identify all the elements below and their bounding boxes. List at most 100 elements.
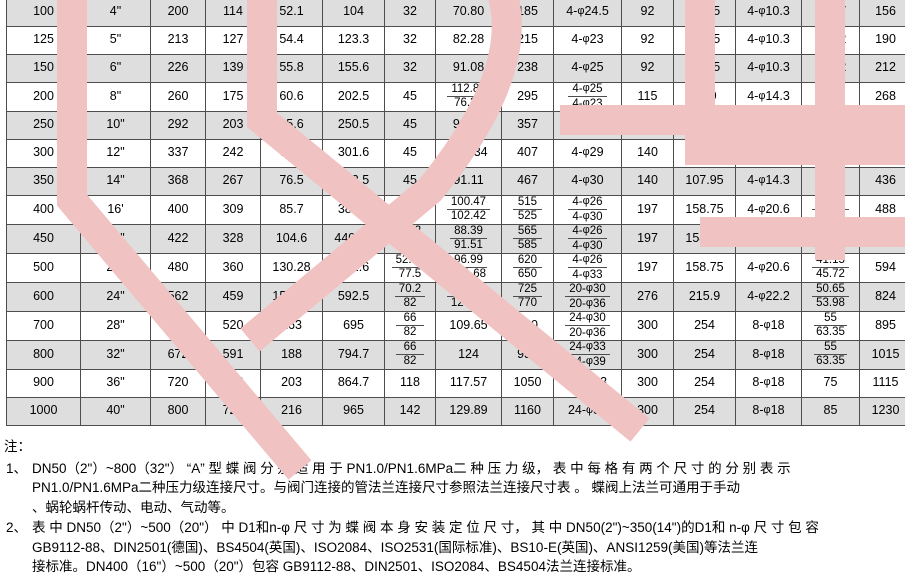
stacked-value: 4-φ26 4-φ33 [555, 254, 620, 281]
table-cell: 24-φ33 24-φ39 [553, 339, 622, 370]
table-cell: 190 [859, 25, 905, 55]
table-cell: 250 [6, 110, 81, 140]
table-cell: 436 [859, 166, 905, 196]
table-cell: 33.15 37.9 [801, 194, 860, 225]
table-cell: 624 [150, 310, 206, 341]
table-cell: 66 82 [384, 310, 436, 341]
phi-symbol: φ [582, 195, 590, 207]
phi-symbol: φ [585, 297, 593, 309]
table-row: 250 10" 292 203 65.6 250.5 45 92.40 357 4-φ29 115 8… [6, 110, 905, 140]
table-cell: 55 63.35 [801, 310, 860, 341]
stacked-value: 4-φ26 4-φ30 [555, 195, 620, 223]
table-row: 400 16' 400 309 85.7 389.6 51.2 72 100.47 102.42 5… [6, 194, 905, 225]
phi-symbol: φ [763, 347, 771, 360]
table-cell: 500 [6, 252, 81, 283]
table-cell: 672 [150, 339, 206, 370]
table-cell: 22.1 [801, 81, 860, 112]
phi-symbol: φ [585, 340, 593, 352]
stacked-value-bottom: 4-φ30 [572, 239, 603, 252]
table-cell: 4-φ10.3 [735, 25, 802, 55]
table-cell: 400 [150, 194, 206, 225]
table-cell: 197 [621, 252, 674, 283]
table-cell: 31.6 [801, 138, 860, 168]
table-cell: 100 [6, 0, 81, 27]
table-cell: 1015 [859, 339, 905, 370]
table-cell: 459 [205, 281, 261, 312]
table-cell: 18.92 [801, 53, 860, 83]
table-row: 100 4" 200 114 52.1 104 32 70.80 185 4-φ24.5 92 69.… [6, 0, 905, 27]
note-body: DN50（2"）~800（32"） “A” 型 蝶 阀 分 别 适 用 于 PN… [32, 459, 902, 518]
note-number: 1、 [6, 460, 28, 476]
table-cell: 55.8 [260, 53, 323, 83]
table-cell: 14" [80, 166, 151, 196]
phi-symbol: φ [582, 174, 590, 187]
table-cell: 900 [6, 368, 81, 398]
table-cell: 76.9 [260, 138, 323, 168]
phi-symbol: φ [758, 5, 766, 18]
table-cell: 350 [6, 166, 81, 196]
stacked-value-bottom: 24-φ39 [569, 355, 606, 368]
table-cell: 115 [621, 110, 674, 140]
table-cell: 92.40 [435, 110, 502, 140]
table-row: 350 14" 368 267 76.5 333.5 45 91.11 467 4-φ30 140 1… [6, 166, 905, 196]
phi-symbol: φ [758, 61, 766, 74]
stacked-value-top: 51.2 [394, 196, 426, 210]
table-cell: 4-φ24.5 [553, 0, 622, 27]
stacked-value: 4-φ26 4-φ30 [555, 225, 620, 252]
table-cell: 295 [501, 81, 554, 112]
phi-symbol: φ [577, 5, 585, 18]
table-cell: 92 [621, 25, 674, 55]
table-cell: 403 [859, 138, 905, 168]
table-cell: 129.89 [435, 396, 502, 426]
stacked-value: 50.65 53.98 [803, 283, 858, 310]
stacked-value-bottom: 45.72 [816, 268, 845, 280]
stacked-value-top: 41.15 [812, 254, 849, 268]
table-cell: 112.89 76.35 [435, 81, 502, 112]
table-cell: 4-φ10.3 [735, 53, 802, 83]
table-cell: 24-φ30 20-φ36 [553, 310, 622, 341]
stacked-value-bottom: 82 [403, 326, 417, 338]
stacked-value: 55 63.35 [803, 341, 858, 368]
table-cell: 163 [260, 310, 323, 341]
table-cell: 594 [859, 252, 905, 283]
table-cell: 8-φ18 [735, 310, 802, 341]
table-cell: 156 [859, 0, 905, 27]
stacked-value-top: 38 [814, 225, 847, 239]
table-cell: 4" [80, 0, 151, 27]
table-cell: 656 [205, 368, 261, 398]
table-cell: 45 [384, 138, 436, 168]
stacked-value: 51.2 72 [386, 225, 434, 252]
phi-symbol: φ [582, 118, 590, 131]
stacked-value-bottom: 585 [517, 239, 538, 251]
stacked-value-bottom: 120.46 [450, 297, 487, 309]
table-cell: 212 [859, 53, 905, 83]
table-cell: 4-φ20.6 [735, 223, 802, 254]
table-cell: 720 [150, 368, 206, 398]
table-row: 1000 40" 800 722 216 965 142 129.89 1160 24-φ36 30… [6, 396, 905, 426]
table-cell: 422 [150, 223, 206, 254]
table-cell: 4-φ29 [553, 110, 622, 140]
phi-symbol: φ [585, 355, 593, 367]
table-cell: 268 [859, 81, 905, 112]
table-cell: 4-φ14.3 [735, 81, 802, 112]
table-cell: 200 [150, 0, 206, 27]
table-cell: 142 [384, 396, 436, 426]
table-row: 300 12" 337 242 76.9 301.6 45 105.34 407 4-φ29 140… [6, 138, 905, 168]
phi-symbol: φ [582, 33, 590, 46]
phi-symbol: φ [585, 311, 593, 323]
phi-symbol: φ [586, 376, 594, 389]
table-cell: 52.75 77.5 [384, 252, 436, 283]
table-cell: 54.4 [260, 25, 323, 55]
notes-section: 注： 1、 DN50（2"）~800（32"） “A” 型 蝶 阀 分 别 适 用… [4, 437, 902, 578]
table-cell: 565 585 [501, 223, 554, 254]
table-cell: 722 [205, 396, 261, 426]
table-cell: 85.7 [260, 194, 323, 225]
table-cell: 69.85 [673, 0, 736, 27]
table-cell: 216 [260, 396, 323, 426]
table-cell: 337 [150, 138, 206, 168]
phi-symbol: φ [758, 231, 766, 244]
table-cell: 620 650 [501, 252, 554, 283]
table-cell: 158.75 [673, 194, 736, 225]
note-item: 1、 DN50（2"）~800（32"） “A” 型 蝶 阀 分 别 适 用 于 … [4, 459, 902, 518]
table-cell: 203 [260, 368, 323, 398]
